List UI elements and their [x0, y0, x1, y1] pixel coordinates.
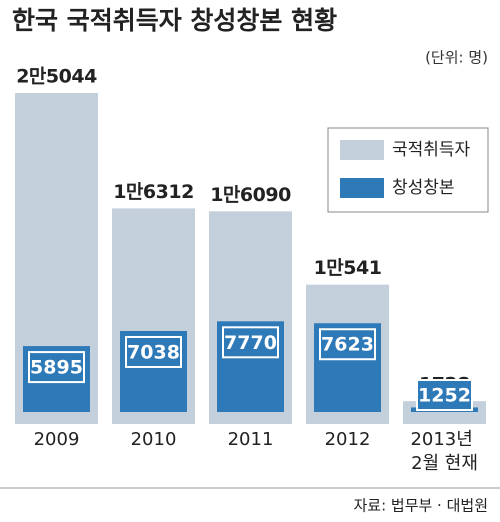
inner-label-box [28, 351, 85, 384]
value-label: 1만6312 [113, 181, 194, 203]
legend-swatch [340, 140, 384, 160]
x-tick-line: 2013년 [410, 429, 478, 450]
inner-value-label: 7038 [127, 341, 180, 363]
chart-title: 한국 국적취득자 창성창본 현황 [12, 6, 337, 35]
x-tick-label: 2013년 2월 현재 [410, 429, 478, 474]
inner-value-label: 7770 [224, 332, 277, 354]
inner-label-box [125, 335, 182, 368]
inner-value-label: 7623 [321, 334, 374, 356]
value-label: 2만5044 [16, 66, 97, 88]
x-tick-label: 2009 [34, 429, 80, 450]
value-label: 1만6090 [210, 184, 291, 206]
x-tick-label: 2011 [228, 429, 274, 450]
unit-note: (단위: 명) [425, 49, 488, 67]
inner-value-label: 1252 [418, 385, 471, 407]
value-label: 1만541 [314, 257, 382, 279]
inner-label-box [222, 326, 279, 359]
x-tick-line: 2월 현재 [411, 453, 478, 474]
x-tick-label: 2012 [325, 429, 371, 450]
legend-label: 국적취득자 [392, 140, 471, 160]
inner-label-box [416, 379, 473, 411]
legend-swatch [340, 178, 384, 198]
source: 자료: 법무부 · 대법원 [353, 497, 488, 515]
inner-value-label: 5895 [30, 357, 83, 379]
inner-label-box [319, 328, 376, 361]
x-tick-label: 2010 [131, 429, 177, 450]
legend-label: 창성창본 [392, 178, 455, 198]
